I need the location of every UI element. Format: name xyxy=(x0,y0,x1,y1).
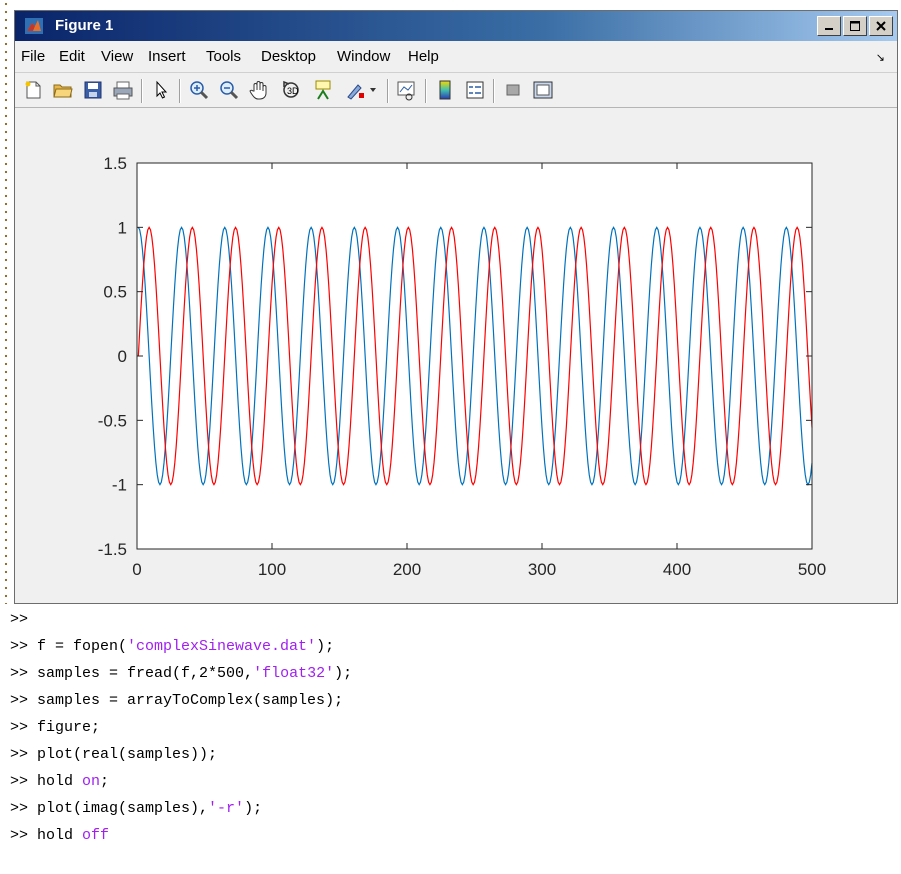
close-icon xyxy=(876,21,886,31)
command-text: ); xyxy=(244,800,263,817)
hide-plot-tools-icon[interactable] xyxy=(501,78,525,102)
menu-help[interactable]: Help xyxy=(408,48,439,65)
toolbar-separator xyxy=(425,79,427,103)
command-line: >> xyxy=(10,606,890,633)
series-line-2 xyxy=(137,226,813,486)
command-line: >> figure; xyxy=(10,714,890,741)
command-line: >> samples = arrayToComplex(samples); xyxy=(10,687,890,714)
menu-view[interactable]: View xyxy=(101,48,134,65)
x-tick-label: 500 xyxy=(798,560,826,579)
menu-window[interactable]: Window xyxy=(337,48,391,65)
command-text: samples = fread(f,2*500, xyxy=(37,665,254,682)
brush-dropdown-icon[interactable] xyxy=(367,78,379,102)
colorbar-icon[interactable] xyxy=(433,78,457,102)
x-tick-label: 400 xyxy=(663,560,691,579)
command-text: figure; xyxy=(37,719,101,736)
command-prompt: >> xyxy=(10,638,38,655)
command-prompt: >> xyxy=(10,665,38,682)
command-line: >> plot(real(samples)); xyxy=(10,741,890,768)
command-text: ); xyxy=(334,665,353,682)
command-string-literal: on xyxy=(82,773,101,790)
brush-icon[interactable] xyxy=(343,78,367,102)
command-prompt: >> xyxy=(10,800,38,817)
command-line: >> f = fopen('complexSinewave.dat'); xyxy=(10,633,890,660)
x-tick-label: 300 xyxy=(528,560,556,579)
link-plot-icon[interactable] xyxy=(395,78,419,102)
editor-gutter-dots xyxy=(4,0,8,604)
show-plot-tools-icon[interactable] xyxy=(531,78,555,102)
y-tick-label: 1 xyxy=(118,218,127,237)
command-prompt: >> xyxy=(10,746,38,763)
toolbar-separator xyxy=(387,79,389,103)
close-button[interactable] xyxy=(869,16,893,36)
toolbar-separator xyxy=(141,79,143,103)
menu-tools[interactable]: Tools xyxy=(206,48,242,65)
command-text: hold xyxy=(37,827,83,844)
menu-insert[interactable]: Insert xyxy=(148,48,186,65)
zoom-out-icon[interactable] xyxy=(217,78,241,102)
y-tick-label: 0.5 xyxy=(103,283,127,302)
maximize-button[interactable] xyxy=(843,16,867,36)
command-prompt: >> xyxy=(10,827,38,844)
toolbar-separator xyxy=(493,79,495,103)
legend-icon[interactable] xyxy=(463,78,487,102)
command-line: >> hold on; xyxy=(10,768,890,795)
y-tick-label: -1.5 xyxy=(98,540,127,559)
figure-canvas: 0 100 200 300 400 500 -1.5 -1 -0.5 0 0.5 1 1.5 xyxy=(15,108,897,603)
y-tick-label: 1.5 xyxy=(103,154,127,173)
command-prompt: >> xyxy=(10,692,38,709)
command-string-literal: off xyxy=(82,827,110,844)
x-tick-label: 0 xyxy=(132,560,141,579)
minimize-icon xyxy=(825,28,833,30)
menu-file[interactable]: File xyxy=(21,48,46,65)
save-icon[interactable] xyxy=(81,78,105,102)
print-icon[interactable] xyxy=(111,78,135,102)
command-string-literal: 'float32' xyxy=(253,665,335,682)
menu-overflow-arrow-icon[interactable]: ↘ xyxy=(875,52,885,64)
command-prompt: >> xyxy=(10,611,29,628)
command-line: >> plot(imag(samples),'-r'); xyxy=(10,795,890,822)
svg-text:3D: 3D xyxy=(287,86,299,96)
command-prompt: >> xyxy=(10,719,38,736)
menu-bar: File Edit View Insert Tools Desktop Wind… xyxy=(15,43,897,69)
figure-window: Figure 1 File Edit View Insert Tools Des… xyxy=(14,10,898,604)
command-text: f = fopen( xyxy=(37,638,128,655)
plot-chart[interactable]: 0 100 200 300 400 500 -1.5 -1 -0.5 0 0.5 1 1.5 xyxy=(15,108,897,603)
y-tick-label: -0.5 xyxy=(98,411,127,430)
toolbar-separator xyxy=(179,79,181,103)
toolbar: 3D xyxy=(15,72,897,108)
y-tick-label: -1 xyxy=(112,476,127,495)
menu-edit[interactable]: Edit xyxy=(59,48,85,65)
command-string-literal: '-r' xyxy=(208,800,245,817)
pointer-icon[interactable] xyxy=(149,78,173,102)
command-text: samples = arrayToComplex(samples); xyxy=(37,692,344,709)
x-tick-label: 200 xyxy=(393,560,421,579)
command-line: >> samples = fread(f,2*500,'float32'); xyxy=(10,660,890,687)
open-file-icon[interactable] xyxy=(51,78,75,102)
series-line-1 xyxy=(137,226,813,486)
title-bar[interactable]: Figure 1 xyxy=(15,11,897,41)
zoom-in-icon[interactable] xyxy=(187,78,211,102)
command-text: hold xyxy=(37,773,83,790)
command-prompt: >> xyxy=(10,773,38,790)
menu-desktop[interactable]: Desktop xyxy=(261,48,317,65)
x-tick-label: 100 xyxy=(258,560,286,579)
minimize-button[interactable] xyxy=(817,16,841,36)
maximize-icon xyxy=(850,21,860,31)
command-text: ; xyxy=(100,773,110,790)
command-string-literal: 'complexSinewave.dat' xyxy=(127,638,317,655)
command-text: ); xyxy=(316,638,335,655)
rotate-3d-icon[interactable]: 3D xyxy=(279,78,303,102)
matlab-logo-icon xyxy=(25,18,43,34)
y-tick-label: 0 xyxy=(118,347,127,366)
new-figure-icon[interactable] xyxy=(21,78,45,102)
command-window[interactable]: >> >> f = fopen('complexSinewave.dat'); >>… xyxy=(10,606,890,849)
pan-hand-icon[interactable] xyxy=(247,78,271,102)
command-text: plot(real(samples)); xyxy=(37,746,218,763)
data-cursor-icon[interactable] xyxy=(311,78,335,102)
command-line: >> hold off xyxy=(10,822,890,849)
window-title: Figure 1 xyxy=(55,17,114,34)
command-text: plot(imag(samples), xyxy=(37,800,209,817)
